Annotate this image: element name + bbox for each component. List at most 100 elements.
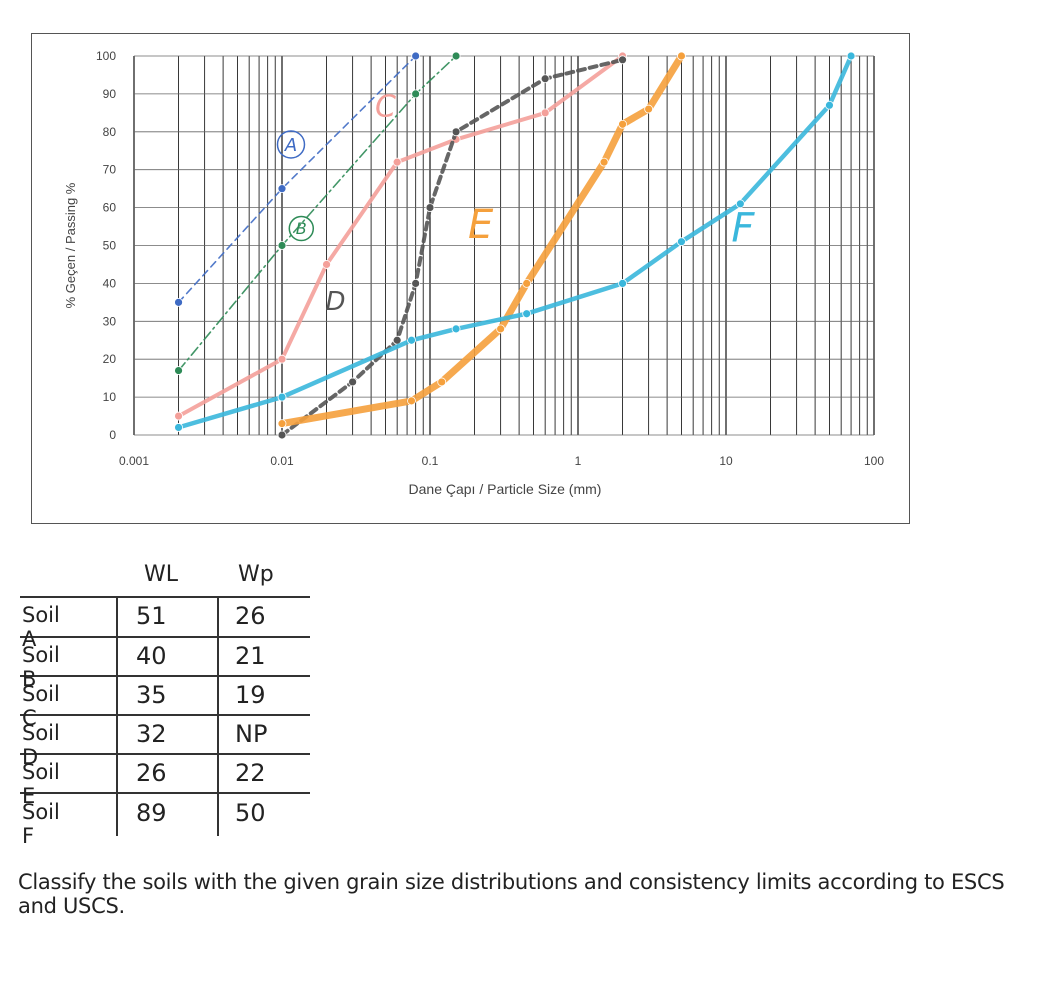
table-rule [20,792,310,794]
data-point-e [277,419,287,429]
table-cell-wl: 32 [136,720,167,748]
data-point-e [618,119,627,129]
table-rule [20,596,310,598]
data-point-f [451,324,461,334]
table-divider [116,596,118,836]
series-line-b [177,55,457,372]
table-cell-wl: 51 [136,602,167,630]
y-tick-label: 60 [103,201,117,215]
data-point-b [277,241,287,250]
data-point-e [677,51,686,61]
data-point-f [407,335,416,345]
data-point-d [451,127,461,137]
data-point-e [437,377,447,387]
y-tick-label: 20 [103,352,117,366]
data-point-f [825,100,834,110]
data-point-d [618,55,627,65]
y-tick-label: 10 [103,390,117,404]
table-cell-wp: 19 [235,681,266,709]
x-tick-label: 0.01 [270,454,294,468]
y-tick-label: 0 [109,428,116,442]
table-cell-wp: 21 [235,642,266,670]
x-axis-title: Dane Çapı / Particle Size (mm) [409,481,602,497]
table-row-soil: Soil E [22,760,60,808]
y-tick-label: 40 [103,276,117,290]
data-point-f [522,309,532,319]
table-cell-wl: 89 [136,799,167,827]
data-point-c [322,260,331,269]
y-tick-label: 70 [103,163,117,177]
data-point-a [411,51,421,61]
data-point-c [174,411,183,421]
data-point-d [540,74,550,84]
table-rule [20,675,310,677]
series-line-d [280,57,625,437]
data-point-e [522,278,532,288]
y-tick-label: 80 [103,125,117,139]
header-wp: Wp [238,562,274,587]
question-text: Classify the soils with the given grain … [18,870,1005,918]
series-label-c: C [375,90,396,125]
data-point-e [599,157,609,167]
data-point-d [277,430,287,440]
table-cell-wp: 26 [235,602,266,630]
series-label-f: F [731,206,755,252]
data-point-f [277,392,287,402]
y-tick-label: 90 [103,87,117,101]
table-cell-wl: 40 [136,642,167,670]
data-point-e [407,396,416,406]
data-point-b [174,366,183,375]
y-axis-title: % Geçen / Passing % [63,182,78,308]
series-label-circle-a [276,130,306,159]
y-tick-label: 30 [103,314,117,328]
data-point-b [411,89,421,99]
chart-svg: 0 10 20 30 40 50 60 70 80 90 100 0.001 0.01 0.1 1 10 100… [63,49,884,497]
table-rule [20,753,310,755]
table-row-soil: Soil A [22,603,60,651]
data-point-f [618,278,627,288]
data-point-d [348,377,358,387]
table-cell-wp: 22 [235,759,266,787]
series-label-d: D [326,287,346,317]
data-point-f [735,199,745,209]
table-row-soil: Soil F [22,800,60,848]
series-label-b: B [296,219,307,238]
data-point-a [277,184,287,194]
series-label-circle-b [288,215,315,242]
table-row-soil: Soil D [22,721,60,769]
table-row-soil: Soil C [22,682,60,730]
data-point-b [451,51,461,61]
table-cell-wp: NP [235,720,268,748]
table-divider [217,596,219,836]
series-line-a [177,55,417,304]
x-tick-label: 10 [719,454,733,468]
data-point-e [496,324,506,334]
data-point-e [644,104,654,114]
data-point-d [411,278,421,288]
table-cell-wl: 26 [136,759,167,787]
x-tick-label: 0.1 [422,454,439,468]
data-point-f [677,237,686,247]
grain-size-chart: 0 10 20 30 40 50 60 70 80 90 100 0.001 0.01 0.1 1 10 100… [31,33,910,524]
y-tick-label: 100 [96,49,116,63]
table-rule [20,714,310,716]
data-point-f [174,423,183,432]
data-point-d [425,203,435,213]
table-cell-wp: 50 [235,799,266,827]
data-point-c [540,108,550,118]
y-tick-label: 50 [103,239,117,253]
data-point-c [392,157,402,167]
series-label-a: A [284,135,297,156]
x-tick-label: 100 [864,454,884,468]
data-point-c [277,354,287,364]
series-label-e: E [468,202,494,248]
x-tick-label: 0.001 [119,454,149,468]
data-point-f [846,51,856,61]
table-row-soil: Soil B [22,643,60,691]
table-rule [20,636,310,638]
table-cell-wl: 35 [136,681,167,709]
header-wl: WL [144,562,179,587]
series-line-f [176,53,854,430]
data-point-a [174,297,183,307]
x-tick-label: 1 [575,454,582,468]
